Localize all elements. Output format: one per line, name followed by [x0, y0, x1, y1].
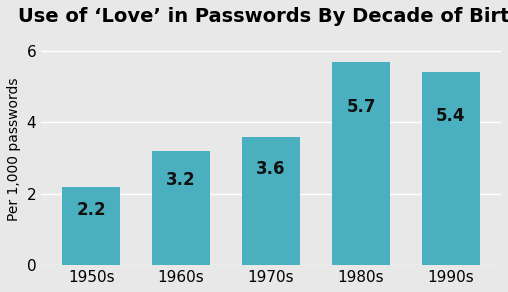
Bar: [422, 72, 480, 265]
Bar: [62, 187, 120, 265]
Bar: [332, 62, 390, 265]
Bar: [242, 137, 300, 265]
Text: 2.2: 2.2: [76, 201, 106, 219]
Text: 5.4: 5.4: [436, 107, 466, 125]
Title: Use of ‘Love’ in Passwords By Decade of Birth: Use of ‘Love’ in Passwords By Decade of …: [18, 7, 508, 26]
Bar: [152, 151, 210, 265]
Y-axis label: Per 1,000 passwords: Per 1,000 passwords: [7, 77, 21, 221]
Text: 3.6: 3.6: [257, 160, 286, 178]
Text: 3.2: 3.2: [166, 171, 196, 190]
Text: 5.7: 5.7: [346, 98, 376, 116]
